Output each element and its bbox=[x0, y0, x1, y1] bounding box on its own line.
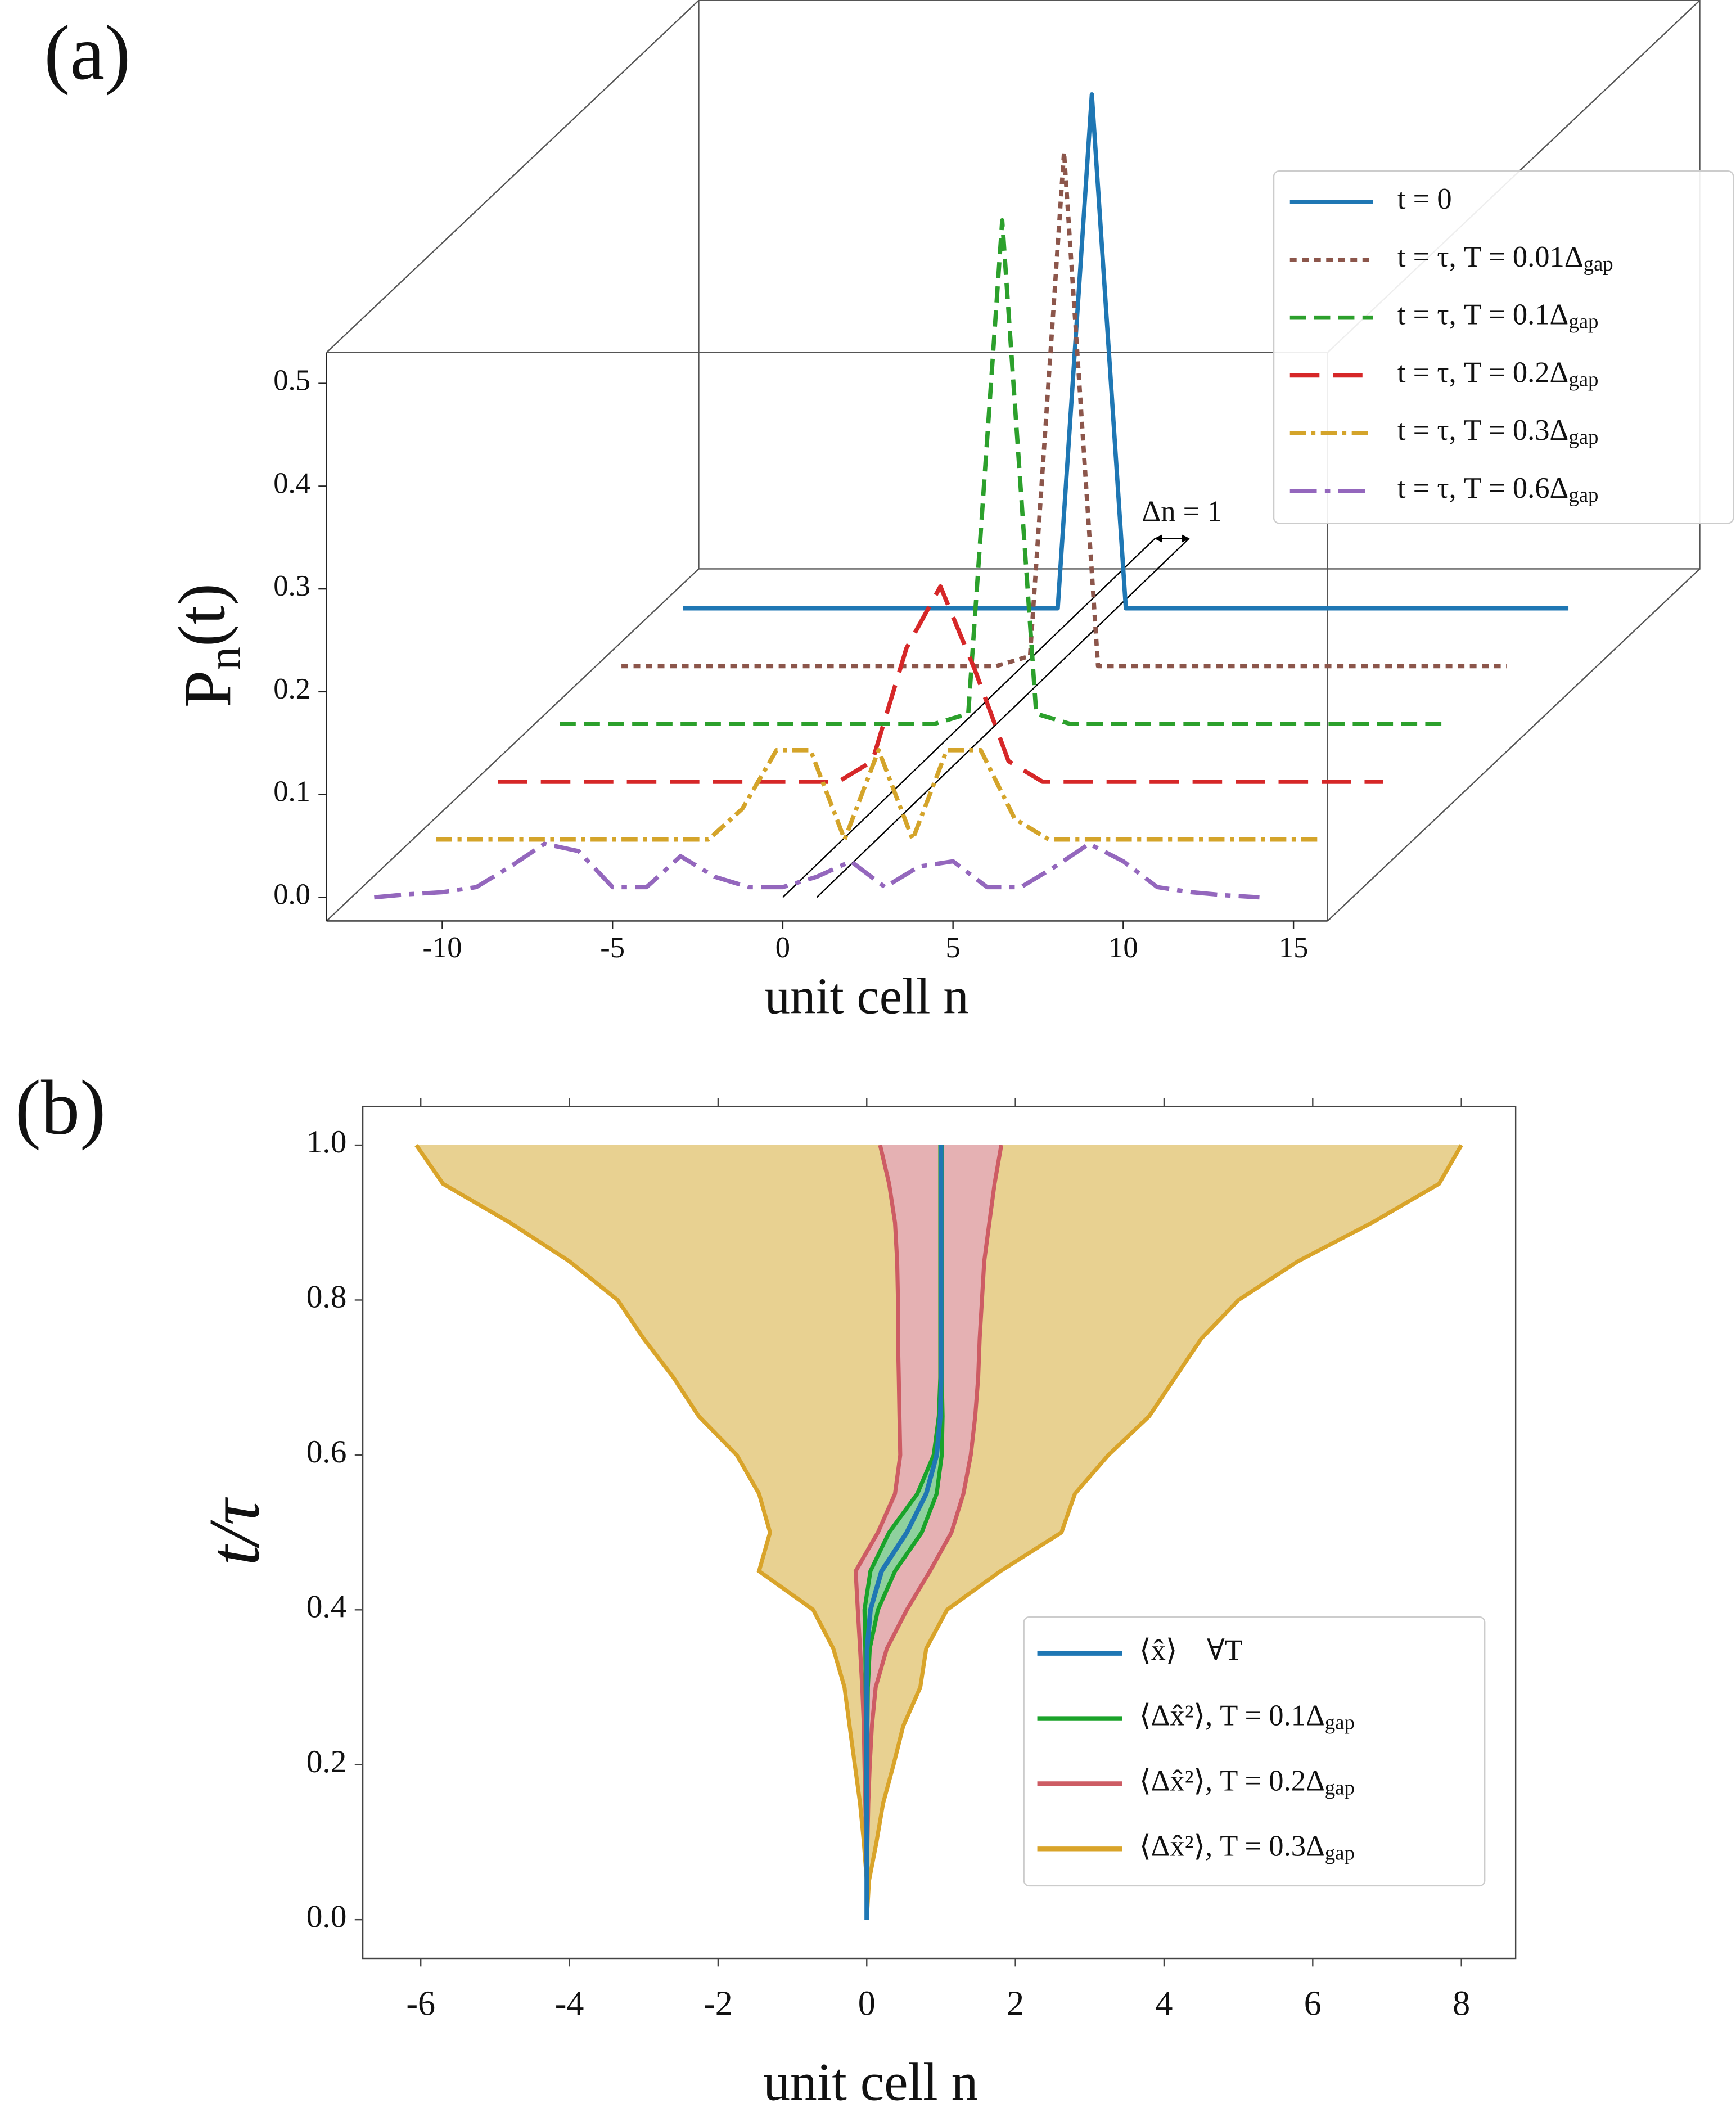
x-axis-label: unit cell n bbox=[765, 968, 969, 1025]
series-line bbox=[374, 841, 1260, 900]
legend-label: t = τ, T = 0.6Δgap bbox=[1397, 472, 1599, 506]
x-tick-label: 2 bbox=[1007, 1984, 1024, 2023]
x-tick-label: -4 bbox=[555, 1984, 584, 2023]
y-tick-label: 0.1 bbox=[273, 776, 310, 808]
x-tick-label: 15 bbox=[1279, 931, 1309, 964]
y-tick-label: 0.8 bbox=[306, 1280, 347, 1315]
guide-line bbox=[816, 538, 1190, 898]
y-tick-label: 0.0 bbox=[306, 1899, 347, 1934]
legend-label: ⟨Δx̂²⟩, T = 0.1Δgap bbox=[1139, 1700, 1355, 1734]
x-tick-label: -5 bbox=[600, 931, 625, 964]
mean-line bbox=[864, 1145, 944, 1920]
y-tick-label: 0.4 bbox=[273, 467, 310, 499]
y-tick-label: 0.4 bbox=[306, 1589, 347, 1624]
box-edge bbox=[1327, 568, 1701, 922]
plot-frame bbox=[362, 1105, 1517, 1960]
band-fill bbox=[855, 1145, 1002, 1920]
y-axis-label: t/τ bbox=[194, 1497, 274, 1566]
y-tick-label: 1.0 bbox=[306, 1124, 347, 1160]
series-line bbox=[683, 92, 1569, 611]
series-line bbox=[621, 150, 1507, 669]
annotation: Δn = 1 bbox=[1142, 496, 1221, 528]
y-tick-label: 0.6 bbox=[306, 1434, 347, 1470]
legend-label: t = τ, T = 0.2Δgap bbox=[1397, 356, 1599, 390]
x-tick-label: 0 bbox=[775, 931, 790, 964]
box-edge bbox=[326, 0, 700, 353]
x-tick-label: 8 bbox=[1453, 1984, 1470, 2023]
series-line bbox=[436, 747, 1322, 842]
y-tick-label: 0.3 bbox=[273, 570, 310, 602]
legend-label: t = τ, T = 0.1Δgap bbox=[1397, 299, 1599, 333]
legend-label: t = 0 bbox=[1397, 183, 1452, 215]
box-edge bbox=[326, 568, 700, 922]
legend-box bbox=[1273, 170, 1734, 524]
y-axis-label: Pn(t) bbox=[165, 583, 251, 708]
x-tick-label: 0 bbox=[858, 1984, 876, 2023]
legend-label: t = τ, T = 0.01Δgap bbox=[1397, 241, 1613, 275]
x-tick-label: 10 bbox=[1108, 931, 1138, 964]
x-tick-label: 5 bbox=[946, 931, 961, 964]
y-tick-label: 0.2 bbox=[306, 1744, 347, 1780]
x-axis-label: unit cell n bbox=[763, 2052, 978, 2108]
x-tick-label: 6 bbox=[1304, 1984, 1322, 2023]
x-tick-label: -10 bbox=[422, 931, 462, 964]
series-line bbox=[498, 584, 1383, 784]
legend-label: ⟨Δx̂²⟩, T = 0.2Δgap bbox=[1139, 1764, 1355, 1799]
panel-label: (a) bbox=[44, 10, 130, 96]
x-tick-label: -6 bbox=[406, 1984, 435, 2023]
y-tick-label: 0.0 bbox=[273, 878, 310, 911]
legend-box bbox=[1023, 1616, 1486, 1887]
series-line bbox=[560, 218, 1445, 727]
legend-label: ⟨x̂⟩ ∀T bbox=[1139, 1634, 1243, 1667]
band-fill bbox=[864, 1145, 943, 1920]
band-edge bbox=[414, 1143, 869, 1920]
legend-label: ⟨Δx̂²⟩, T = 0.3Δgap bbox=[1139, 1830, 1355, 1864]
y-tick-label: 0.2 bbox=[273, 673, 310, 705]
y-tick-label: 0.5 bbox=[273, 364, 310, 397]
x-tick-label: 4 bbox=[1155, 1984, 1173, 2023]
legend-label: t = τ, T = 0.3Δgap bbox=[1397, 414, 1599, 448]
panel-label: (b) bbox=[15, 1065, 106, 1151]
band-edge bbox=[864, 1144, 1463, 1920]
x-tick-label: -2 bbox=[704, 1984, 733, 2023]
guide-line bbox=[782, 538, 1156, 898]
